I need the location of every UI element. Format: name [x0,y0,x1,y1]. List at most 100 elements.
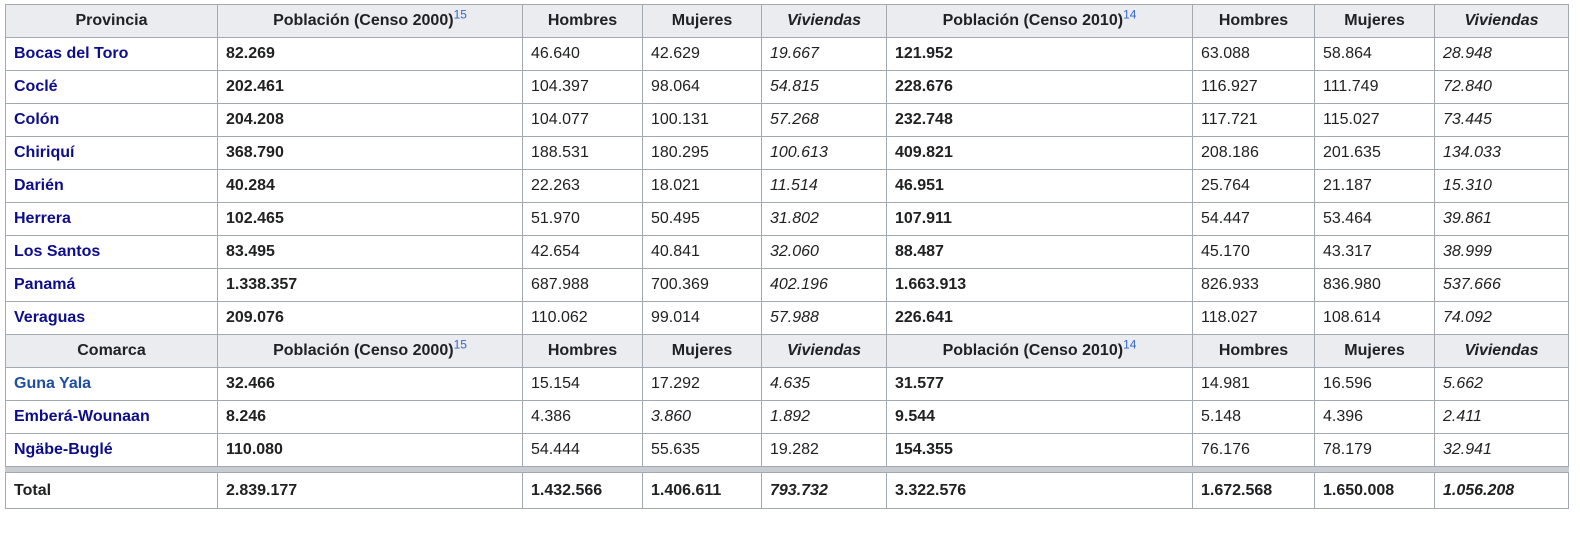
cell-viviendas-2010: 39.861 [1434,202,1569,236]
cell-hombres-2000: 4.386 [522,400,643,434]
cell-hombres-2010: 54.447 [1192,202,1315,236]
cell-poblacion-2000: 83.495 [217,235,523,269]
col-header-hombres-2010: Hombres [1192,4,1315,38]
cell-poblacion-2010: 409.821 [886,136,1193,170]
region-link[interactable]: Guna Yala [14,375,92,392]
population-table: Provincia Población (Censo 2000)15 Hombr… [5,4,1569,509]
cell-hombres-2010: 45.170 [1192,235,1315,269]
cell-name: Herrera [5,202,218,236]
cell-name: Guna Yala [5,367,218,401]
cell-viviendas-2010: 134.033 [1434,136,1569,170]
cell-mujeres-2010: 836.980 [1314,268,1435,302]
region-link[interactable]: Herrera [14,210,71,227]
header-label: Población (Censo 2000) [273,12,454,29]
cell-poblacion-2010: 46.951 [886,169,1193,203]
cell-viviendas-2010: 15.310 [1434,169,1569,203]
comarca-row: Guna Yala 32.466 15.154 17.292 4.635 31.577 14… [5,367,1569,401]
cell-hombres-2010: 1.672.568 [1192,472,1315,509]
cell-mujeres-2000: 700.369 [642,268,762,302]
cell-poblacion-2000: 40.284 [217,169,523,203]
col-header-poblacion-2010: Población (Censo 2010)14 [886,334,1193,368]
cell-poblacion-2000: 102.465 [217,202,523,236]
reference-link[interactable]: 14 [1123,337,1137,352]
col-header-mujeres-2010: Mujeres [1314,4,1435,38]
cell-hombres-2000: 687.988 [522,268,643,302]
cell-viviendas-2010: 73.445 [1434,103,1569,137]
cell-hombres-2010: 116.927 [1192,70,1315,104]
cell-hombres-2000: 22.263 [522,169,643,203]
cell-mujeres-2010: 1.650.008 [1314,472,1435,509]
cell-hombres-2010: 76.176 [1192,433,1315,467]
reference-link[interactable]: 14 [1123,7,1137,22]
cell-hombres-2010: 118.027 [1192,301,1315,335]
cell-viviendas-2010: 5.662 [1434,367,1569,401]
header-label: Población (Censo 2000) [273,342,454,359]
region-link[interactable]: Bocas del Toro [14,45,129,62]
cell-mujeres-2010: 4.396 [1314,400,1435,434]
cell-hombres-2000: 42.654 [522,235,643,269]
region-link[interactable]: Veraguas [14,309,86,326]
cell-poblacion-2000: 209.076 [217,301,523,335]
col-header-poblacion-2000: Población (Censo 2000)15 [217,4,523,38]
cell-hombres-2010: 826.933 [1192,268,1315,302]
cell-name: Coclé [5,70,218,104]
cell-mujeres-2000: 98.064 [642,70,762,104]
region-link[interactable]: Colón [14,111,60,128]
region-link[interactable]: Coclé [14,78,58,95]
provincia-row: Chiriquí 368.790 188.531 180.295 100.613 409.… [5,136,1569,170]
cell-mujeres-2010: 16.596 [1314,367,1435,401]
reference-link[interactable]: 15 [453,337,467,352]
cell-viviendas-2010: 537.666 [1434,268,1569,302]
region-link[interactable]: Emberá-Wounaan [14,408,150,425]
cell-hombres-2000: 54.444 [522,433,643,467]
cell-hombres-2010: 25.764 [1192,169,1315,203]
cell-mujeres-2010: 43.317 [1314,235,1435,269]
cell-viviendas-2000: 19.667 [761,37,887,71]
reference-link[interactable]: 15 [453,7,467,22]
region-link[interactable]: Chiriquí [14,144,75,161]
cell-mujeres-2000: 42.629 [642,37,762,71]
cell-poblacion-2010: 3.322.576 [886,472,1193,509]
cell-poblacion-2000: 368.790 [217,136,523,170]
cell-poblacion-2000: 82.269 [217,37,523,71]
header-label: Población (Censo 2010) [942,12,1124,29]
region-link[interactable]: Panamá [14,276,76,293]
cell-name: Total [5,472,218,509]
cell-poblacion-2010: 1.663.913 [886,268,1193,302]
cell-poblacion-2010: 121.952 [886,37,1193,71]
cell-viviendas-2010: 74.092 [1434,301,1569,335]
col-header-poblacion-2000: Población (Censo 2000)15 [217,334,523,368]
cell-hombres-2000: 46.640 [522,37,643,71]
cell-hombres-2000: 104.077 [522,103,643,137]
col-header-hombres-2000: Hombres [522,4,643,38]
cell-name: Bocas del Toro [5,37,218,71]
cell-mujeres-2000: 1.406.611 [642,472,762,509]
region-link[interactable]: Ngäbe-Buglé [14,441,113,458]
cell-viviendas-2010: 1.056.208 [1434,472,1569,509]
cell-poblacion-2010: 88.487 [886,235,1193,269]
provincia-row: Veraguas 209.076 110.062 99.014 57.988 226.64… [5,301,1569,335]
region-link[interactable]: Los Santos [14,243,101,260]
cell-viviendas-2010: 28.948 [1434,37,1569,71]
provincia-row: Bocas del Toro 82.269 46.640 42.629 19.667 12… [5,37,1569,71]
cell-hombres-2000: 15.154 [522,367,643,401]
provincia-row: Herrera 102.465 51.970 50.495 31.802 107.911 5… [5,202,1569,236]
header-row-comarca: Comarca Población (Censo 2000)15 Hombres Mu… [5,334,1569,368]
col-header-viviendas-2010: Viviendas [1434,4,1569,38]
col-header-viviendas-2010: Viviendas [1434,334,1569,368]
cell-mujeres-2010: 111.749 [1314,70,1435,104]
cell-poblacion-2000: 1.338.357 [217,268,523,302]
cell-mujeres-2000: 18.021 [642,169,762,203]
cell-viviendas-2000: 19.282 [761,433,887,467]
cell-viviendas-2000: 57.268 [761,103,887,137]
cell-poblacion-2010: 107.911 [886,202,1193,236]
cell-name: Darién [5,169,218,203]
cell-viviendas-2010: 2.411 [1434,400,1569,434]
cell-mujeres-2010: 115.027 [1314,103,1435,137]
cell-hombres-2010: 208.186 [1192,136,1315,170]
cell-poblacion-2000: 110.080 [217,433,523,467]
cell-mujeres-2010: 21.187 [1314,169,1435,203]
cell-poblacion-2010: 232.748 [886,103,1193,137]
cell-name: Chiriquí [5,136,218,170]
region-link[interactable]: Darién [14,177,64,194]
